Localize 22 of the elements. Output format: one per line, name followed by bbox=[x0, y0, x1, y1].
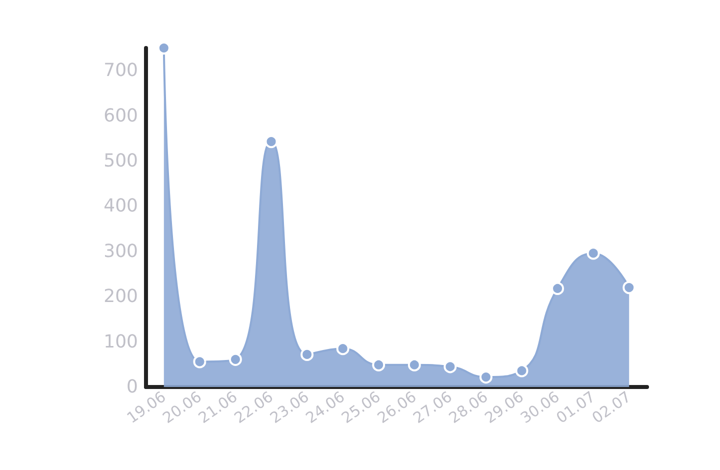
y-tick-label: 400 bbox=[104, 196, 138, 217]
point bbox=[157, 42, 170, 54]
point bbox=[551, 282, 564, 295]
y-tick-label: 0 bbox=[126, 376, 138, 398]
point bbox=[622, 281, 636, 294]
point bbox=[586, 246, 600, 260]
y-tick-label: 200 bbox=[104, 286, 138, 308]
y-tick-label: 700 bbox=[104, 60, 138, 82]
point bbox=[444, 360, 457, 374]
y-tick-label: 500 bbox=[104, 150, 138, 172]
point bbox=[193, 355, 206, 368]
point bbox=[264, 135, 278, 148]
y-tick-label: 600 bbox=[104, 105, 138, 126]
point bbox=[372, 358, 386, 372]
point bbox=[479, 370, 492, 384]
point bbox=[515, 364, 528, 378]
point bbox=[408, 358, 421, 372]
point bbox=[336, 342, 350, 356]
point bbox=[300, 348, 314, 361]
point bbox=[228, 352, 242, 366]
y-tick-label: 300 bbox=[104, 240, 138, 262]
y-tick-label: 100 bbox=[104, 331, 138, 352]
